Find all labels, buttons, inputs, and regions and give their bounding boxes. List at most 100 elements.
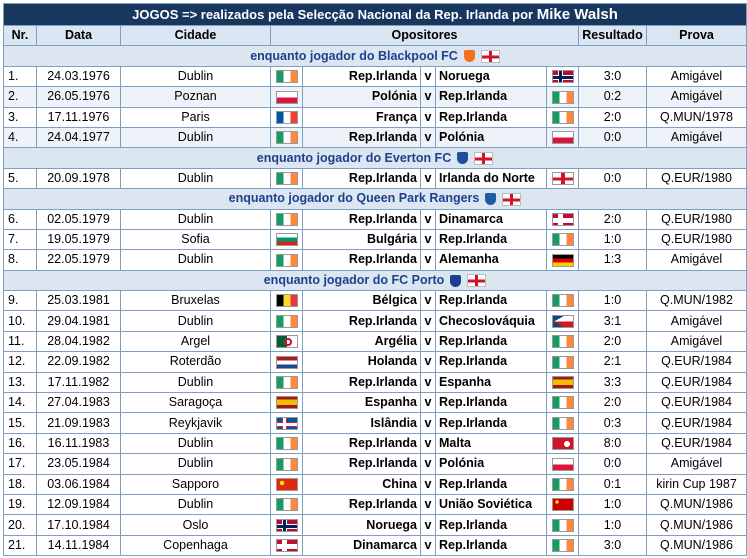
match-city: Dublin [120,65,271,88]
home-flag-cell [270,65,303,88]
match-result: 8:0 [578,432,647,455]
section-label: enquanto jogador do Blackpool FC [250,48,458,63]
match-nr: 9. [3,290,37,312]
versus-label: v [420,208,436,230]
home-team: Rep.Irlanda [302,310,421,332]
match-row: 3. 17.11.1976 Paris França v Rep.Irlanda 2:0 Q.… [3,106,747,128]
match-date: 29.04.1981 [36,310,121,332]
match-competition: Amigável [646,249,747,271]
match-nr: 16. [3,432,37,455]
match-city: Dublin [120,310,271,332]
match-nr: 8. [3,249,37,271]
away-flag-cell [546,412,579,434]
match-city: Dublin [120,126,271,149]
title-prefix: JOGOS => realizados pela Selecção Nacion… [132,7,534,22]
match-competition: kirin Cup 1987 [646,473,747,495]
match-date: 24.03.1976 [36,65,121,88]
away-flag-cell [546,534,579,557]
flag-irl-icon [275,376,298,390]
club-crest-icon [457,152,469,165]
flag-bul-icon [275,233,298,247]
away-flag-cell [546,167,579,190]
flag-nor-icon [275,518,298,532]
home-flag-cell [270,126,303,149]
versus-label: v [420,432,436,455]
flag-irl-icon [551,355,574,369]
home-team: Rep.Irlanda [302,371,421,394]
match-result: 1:0 [578,493,647,516]
flag-irl-icon [551,233,574,247]
match-date: 21.09.1983 [36,412,121,434]
flag-irl-icon [551,477,574,491]
flag-irl-icon [275,253,298,267]
match-row: 11. 28.04.1982 Argel Argélia v Rep.Irlanda 2:0… [3,330,747,353]
matches-table-container: JOGOS => realizados pela Selecção Nacion… [2,3,747,557]
header-opositores: Opositores [270,24,579,47]
home-flag-cell [270,412,303,434]
match-row: 2. 26.05.1976 Poznan Polónia v Rep.Irlanda 0:2… [3,86,747,108]
club-crest-icon [450,274,462,287]
match-city: Dublin [120,493,271,516]
flag-nir-icon [551,172,574,186]
versus-label: v [420,167,436,190]
match-date: 19.05.1979 [36,228,121,251]
match-city: Dublin [120,453,271,475]
match-result: 2:1 [578,351,647,373]
match-nr: 7. [3,228,37,251]
match-city: Dublin [120,249,271,271]
match-row: 6. 02.05.1979 Dublin Rep.Irlanda v Dinamarca 2… [3,208,747,230]
match-city: Dublin [120,167,271,190]
flag-irl-icon [275,457,298,471]
match-row: 12. 22.09.1982 Roterdão Holanda v Rep.Irlanda… [3,351,747,373]
flag-irl-icon [551,416,574,430]
match-result: 1:3 [578,249,647,271]
home-team: Holanda [302,351,421,373]
match-date: 27.04.1983 [36,392,121,414]
away-team: União Soviética [435,493,547,516]
away-flag-cell [546,432,579,455]
match-city: Dublin [120,371,271,394]
away-flag-cell [546,65,579,88]
away-team: Rep.Irlanda [435,290,547,312]
match-result: 0:1 [578,473,647,495]
versus-label: v [420,65,436,88]
match-competition: Q.MUN/1986 [646,534,747,557]
header-cidade: Cidade [120,24,271,47]
away-flag-cell [546,371,579,394]
match-result: 0:0 [578,126,647,149]
section-row: enquanto jogador do FC Porto [2,269,747,292]
section-header: enquanto jogador do FC Porto [2,269,747,292]
flag-tch-icon [551,314,574,328]
match-nr: 13. [3,371,37,394]
versus-label: v [420,249,436,271]
home-team: Rep.Irlanda [302,167,421,190]
flag-chn-icon [275,477,298,491]
away-flag-cell [546,493,579,516]
match-date: 26.05.1976 [36,86,121,108]
home-flag-cell [270,473,303,495]
match-date: 25.03.1981 [36,290,121,312]
away-team: Polónia [435,453,547,475]
flag-irl-icon [551,539,574,553]
away-team: Checoslováquia [435,310,547,332]
away-team: Malta [435,432,547,455]
match-city: Reykjavik [120,412,271,434]
match-result: 2:0 [578,330,647,353]
away-team: Rep.Irlanda [435,351,547,373]
flag-irl-icon [275,172,298,186]
match-result: 3:3 [578,371,647,394]
match-row: 4. 24.04.1977 Dublin Rep.Irlanda v Polónia 0:0… [3,126,747,149]
flag-isl-icon [275,416,298,430]
match-result: 0:2 [578,86,647,108]
versus-label: v [420,493,436,516]
match-city: Dublin [120,208,271,230]
home-team: Bulgária [302,228,421,251]
england-flag-icon [480,49,500,63]
away-flag-cell [546,228,579,251]
match-row: 13. 17.11.1982 Dublin Rep.Irlanda v Espanha 3:… [3,371,747,394]
away-flag-cell [546,290,579,312]
home-team: Rep.Irlanda [302,65,421,88]
away-flag-cell [546,126,579,149]
home-flag-cell [270,208,303,230]
match-row: 8. 22.05.1979 Dublin Rep.Irlanda v Alemanha 1:… [3,249,747,271]
